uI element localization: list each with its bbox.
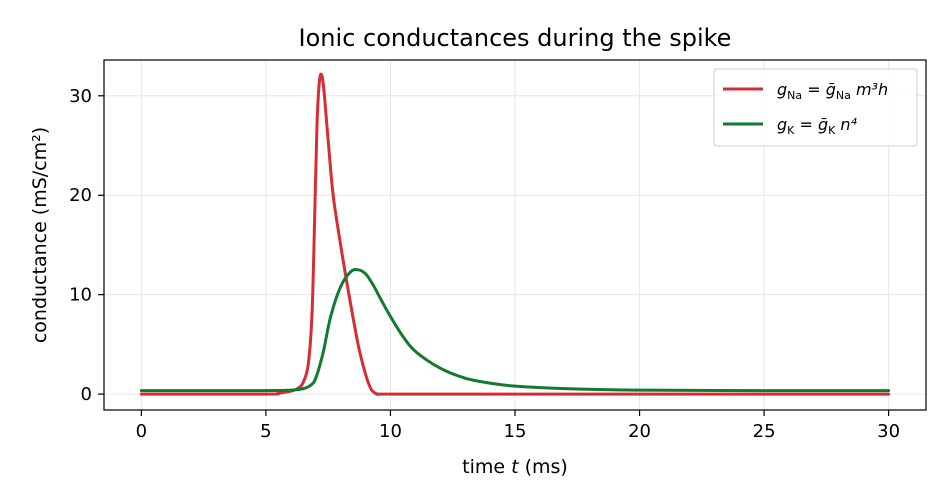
x-tick-label: 0 (136, 421, 147, 442)
legend-box (713, 68, 918, 147)
legend-k-bar: ḡ (818, 115, 828, 134)
x-tick-label: 10 (379, 421, 402, 442)
x-axis-label-suffix: (ms) (519, 456, 568, 478)
y-axis-label: conductance (mS/cm²) (29, 127, 51, 343)
legend-na-sub: Na (787, 89, 802, 102)
legend-entry-k: gK = ḡK n⁴ (777, 115, 858, 137)
x-axis-label: time t (ms) (462, 456, 568, 478)
x-tick-label: 5 (260, 421, 271, 442)
y-tick-label: 20 (69, 185, 92, 206)
series-line-gk (139, 268, 891, 393)
legend-na-bsub: Na (836, 89, 851, 102)
legend-entry-na: gNa = ḡNa m³h (777, 80, 888, 102)
x-axis-label-var: t (511, 456, 520, 478)
legend-k-bsub: K (828, 124, 836, 137)
legend-na-bar: ḡ (826, 80, 836, 99)
x-axis-label-prefix: time (462, 456, 511, 478)
legend-na-eq: = (802, 80, 826, 99)
x-tick-label: 20 (628, 421, 651, 442)
y-tick-label: 10 (69, 285, 92, 306)
series-layer (139, 72, 891, 396)
legend-k-sub: K (787, 124, 795, 137)
x-tick-label: 15 (504, 421, 527, 442)
legend: gNa = ḡNa m³h gK = ḡK n⁴ (713, 68, 918, 147)
x-tick-label: 25 (753, 421, 776, 442)
legend-k-tail: n⁴ (835, 115, 857, 134)
ticks: 0 5 10 15 20 25 30 0 10 20 30 (69, 86, 900, 442)
y-tick-label: 30 (69, 86, 92, 107)
legend-k-sym: g (777, 115, 787, 134)
chart-title: Ionic conductances during the spike (299, 24, 732, 52)
x-tick-label: 30 (877, 421, 900, 442)
legend-na-tail: m³h (851, 80, 888, 99)
legend-na-sym: g (777, 80, 787, 99)
legend-k-eq: = (794, 115, 818, 134)
series-line-gna (139, 72, 891, 396)
y-tick-label: 0 (81, 384, 92, 405)
